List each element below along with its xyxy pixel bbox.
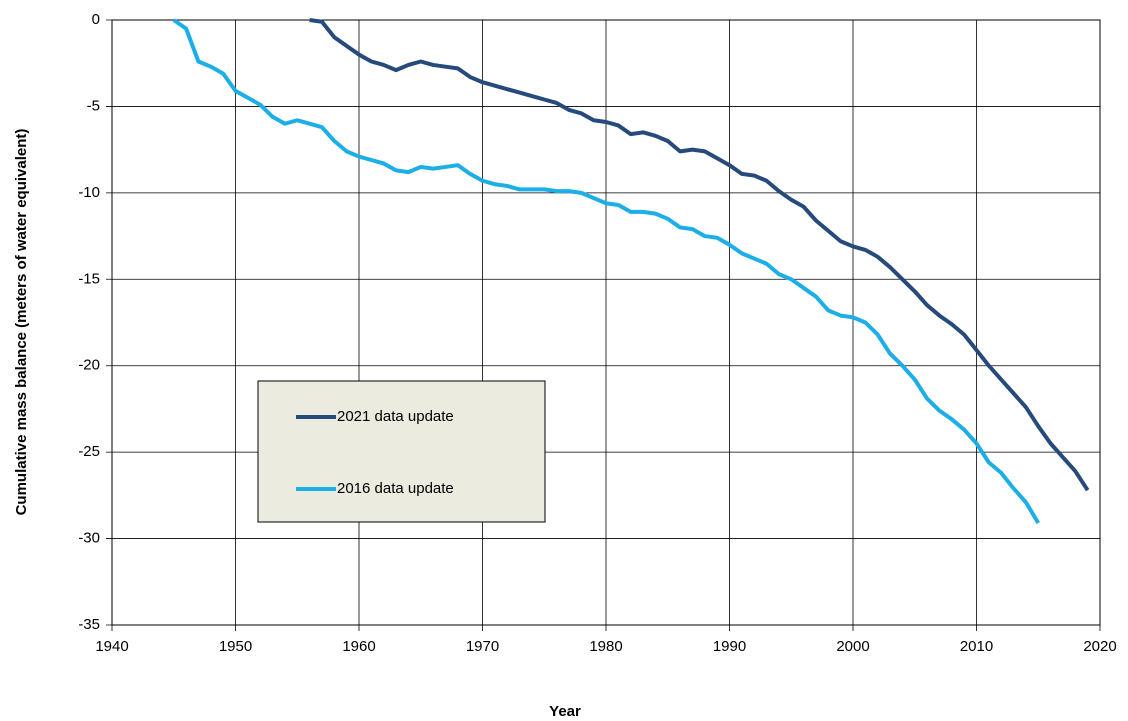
- x-tick-label: 1940: [95, 638, 128, 655]
- y-tick-label: -30: [78, 530, 100, 547]
- x-tick-label: 1980: [589, 638, 622, 655]
- x-tick-label: 1970: [466, 638, 499, 655]
- x-tick-label: 2020: [1083, 638, 1116, 655]
- x-axis-label: Year: [549, 703, 581, 720]
- x-tick-label: 1960: [342, 638, 375, 655]
- x-tick-label: 2000: [836, 638, 869, 655]
- y-tick-label: 0: [92, 11, 100, 28]
- y-tick-label: -15: [78, 270, 100, 287]
- legend-label: 2016 data update: [337, 480, 454, 497]
- y-tick-label: -20: [78, 357, 100, 374]
- y-tick-label: -25: [78, 443, 100, 460]
- y-tick-label: -10: [78, 184, 100, 201]
- y-tick-label: -35: [78, 616, 100, 633]
- x-tick-label: 1950: [219, 638, 252, 655]
- legend-label: 2021 data update: [337, 408, 454, 425]
- x-tick-label: 1990: [713, 638, 746, 655]
- plot-frame: [111, 19, 1101, 626]
- data-line: [309, 18, 1090, 492]
- legend-box: [257, 380, 546, 523]
- x-tick-label: 2010: [960, 638, 993, 655]
- y-axis-label: Cumulative mass balance (meters of water…: [13, 129, 30, 516]
- data-line: [172, 18, 1040, 525]
- y-tick-label: -5: [87, 97, 100, 114]
